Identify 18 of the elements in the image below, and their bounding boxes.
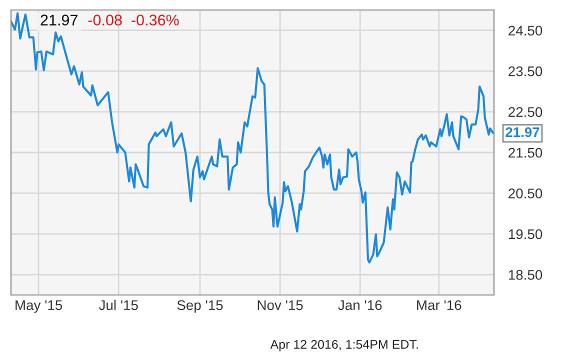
y-tick-label: 22.50 [508, 107, 542, 117]
text: Apr 12 2016, 1:54PM EDT. [270, 340, 418, 352]
y-tick-label: 24.50 [508, 26, 542, 36]
x-tick-label: Sep '15 [177, 300, 223, 313]
y-tick-label: 23.50 [508, 66, 542, 76]
y-tick-label: 19.50 [508, 229, 542, 240]
x-tick-label: Mar '16 [417, 300, 462, 310]
y-tick-label: 18.50 [508, 270, 542, 280]
y-tick-label: 21.50 [508, 148, 542, 158]
chart-subtitle: -0.08 -0.36% [88, 14, 179, 26]
chart-title: 21.97 [40, 14, 78, 26]
annotation: 21.97 [506, 127, 540, 138]
line-series [11, 12, 494, 264]
x-tick-label: Jan '16 [338, 300, 382, 310]
y-tick-label: 20.50 [508, 188, 542, 198]
x-tick-label: May '15 [16, 300, 62, 313]
x-tick-label: Nov '15 [258, 300, 303, 310]
x-tick-label: Jul '15 [98, 300, 138, 310]
